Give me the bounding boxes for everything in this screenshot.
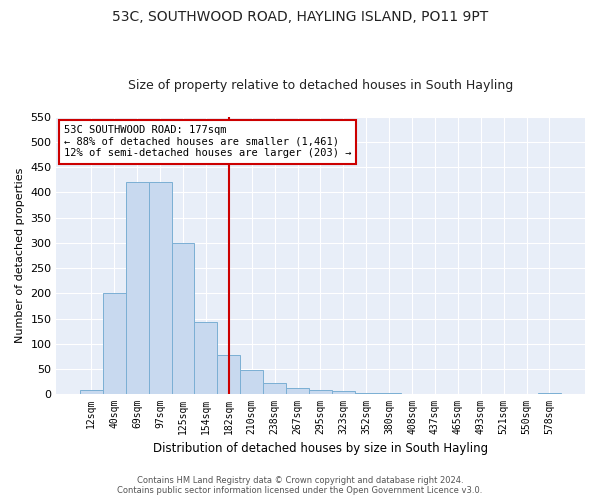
Bar <box>286 388 309 394</box>
Bar <box>103 294 126 394</box>
Bar <box>263 382 286 394</box>
Bar <box>309 390 332 394</box>
Bar <box>194 322 217 394</box>
Y-axis label: Number of detached properties: Number of detached properties <box>15 168 25 343</box>
Bar <box>80 390 103 394</box>
Text: 53C SOUTHWOOD ROAD: 177sqm
← 88% of detached houses are smaller (1,461)
12% of s: 53C SOUTHWOOD ROAD: 177sqm ← 88% of deta… <box>64 125 351 158</box>
Text: Contains HM Land Registry data © Crown copyright and database right 2024.
Contai: Contains HM Land Registry data © Crown c… <box>118 476 482 495</box>
Bar <box>126 182 149 394</box>
Bar <box>538 392 561 394</box>
Bar <box>172 243 194 394</box>
Title: Size of property relative to detached houses in South Hayling: Size of property relative to detached ho… <box>128 79 513 92</box>
X-axis label: Distribution of detached houses by size in South Hayling: Distribution of detached houses by size … <box>153 442 488 455</box>
Text: 53C, SOUTHWOOD ROAD, HAYLING ISLAND, PO11 9PT: 53C, SOUTHWOOD ROAD, HAYLING ISLAND, PO1… <box>112 10 488 24</box>
Bar <box>240 370 263 394</box>
Bar <box>377 393 401 394</box>
Bar <box>149 182 172 394</box>
Bar <box>332 391 355 394</box>
Bar <box>355 392 377 394</box>
Bar <box>217 356 240 394</box>
